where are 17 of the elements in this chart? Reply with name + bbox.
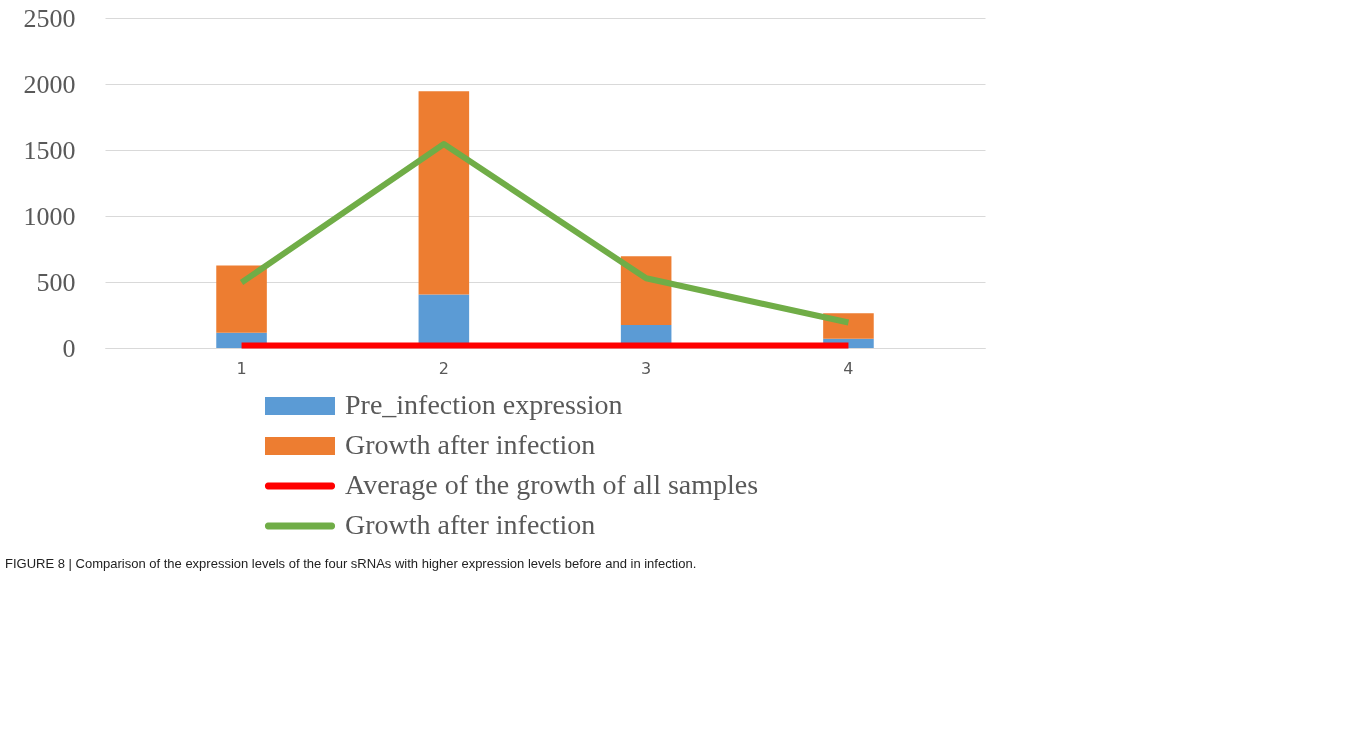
bar [216,265,267,333]
y-tick-label: 1000 [23,201,76,231]
x-tick-label: 2 [438,358,449,378]
y-tick-label: 1500 [23,135,76,165]
legend-label: Growth after infection [345,429,596,460]
legend-label: Pre_infection expression [345,389,623,420]
bar [418,91,470,295]
legend-label: Growth after infection [345,509,596,540]
caption: FIGURE 8 | Comparison of the expression levels of the four sRNAs with higher expression levels before and in infection. [5,556,697,571]
x-tick-label: 3 [641,358,652,378]
x-tick-label: 1 [236,358,247,378]
y-tick-label: 2000 [23,69,76,99]
legend-label: Average of the growth of all samples [345,469,759,500]
x-tick-label: 4 [843,358,854,378]
y-tick-label: 0 [62,333,76,363]
y-tick-label: 500 [36,267,76,297]
y-tick-label: 2500 [23,3,76,33]
